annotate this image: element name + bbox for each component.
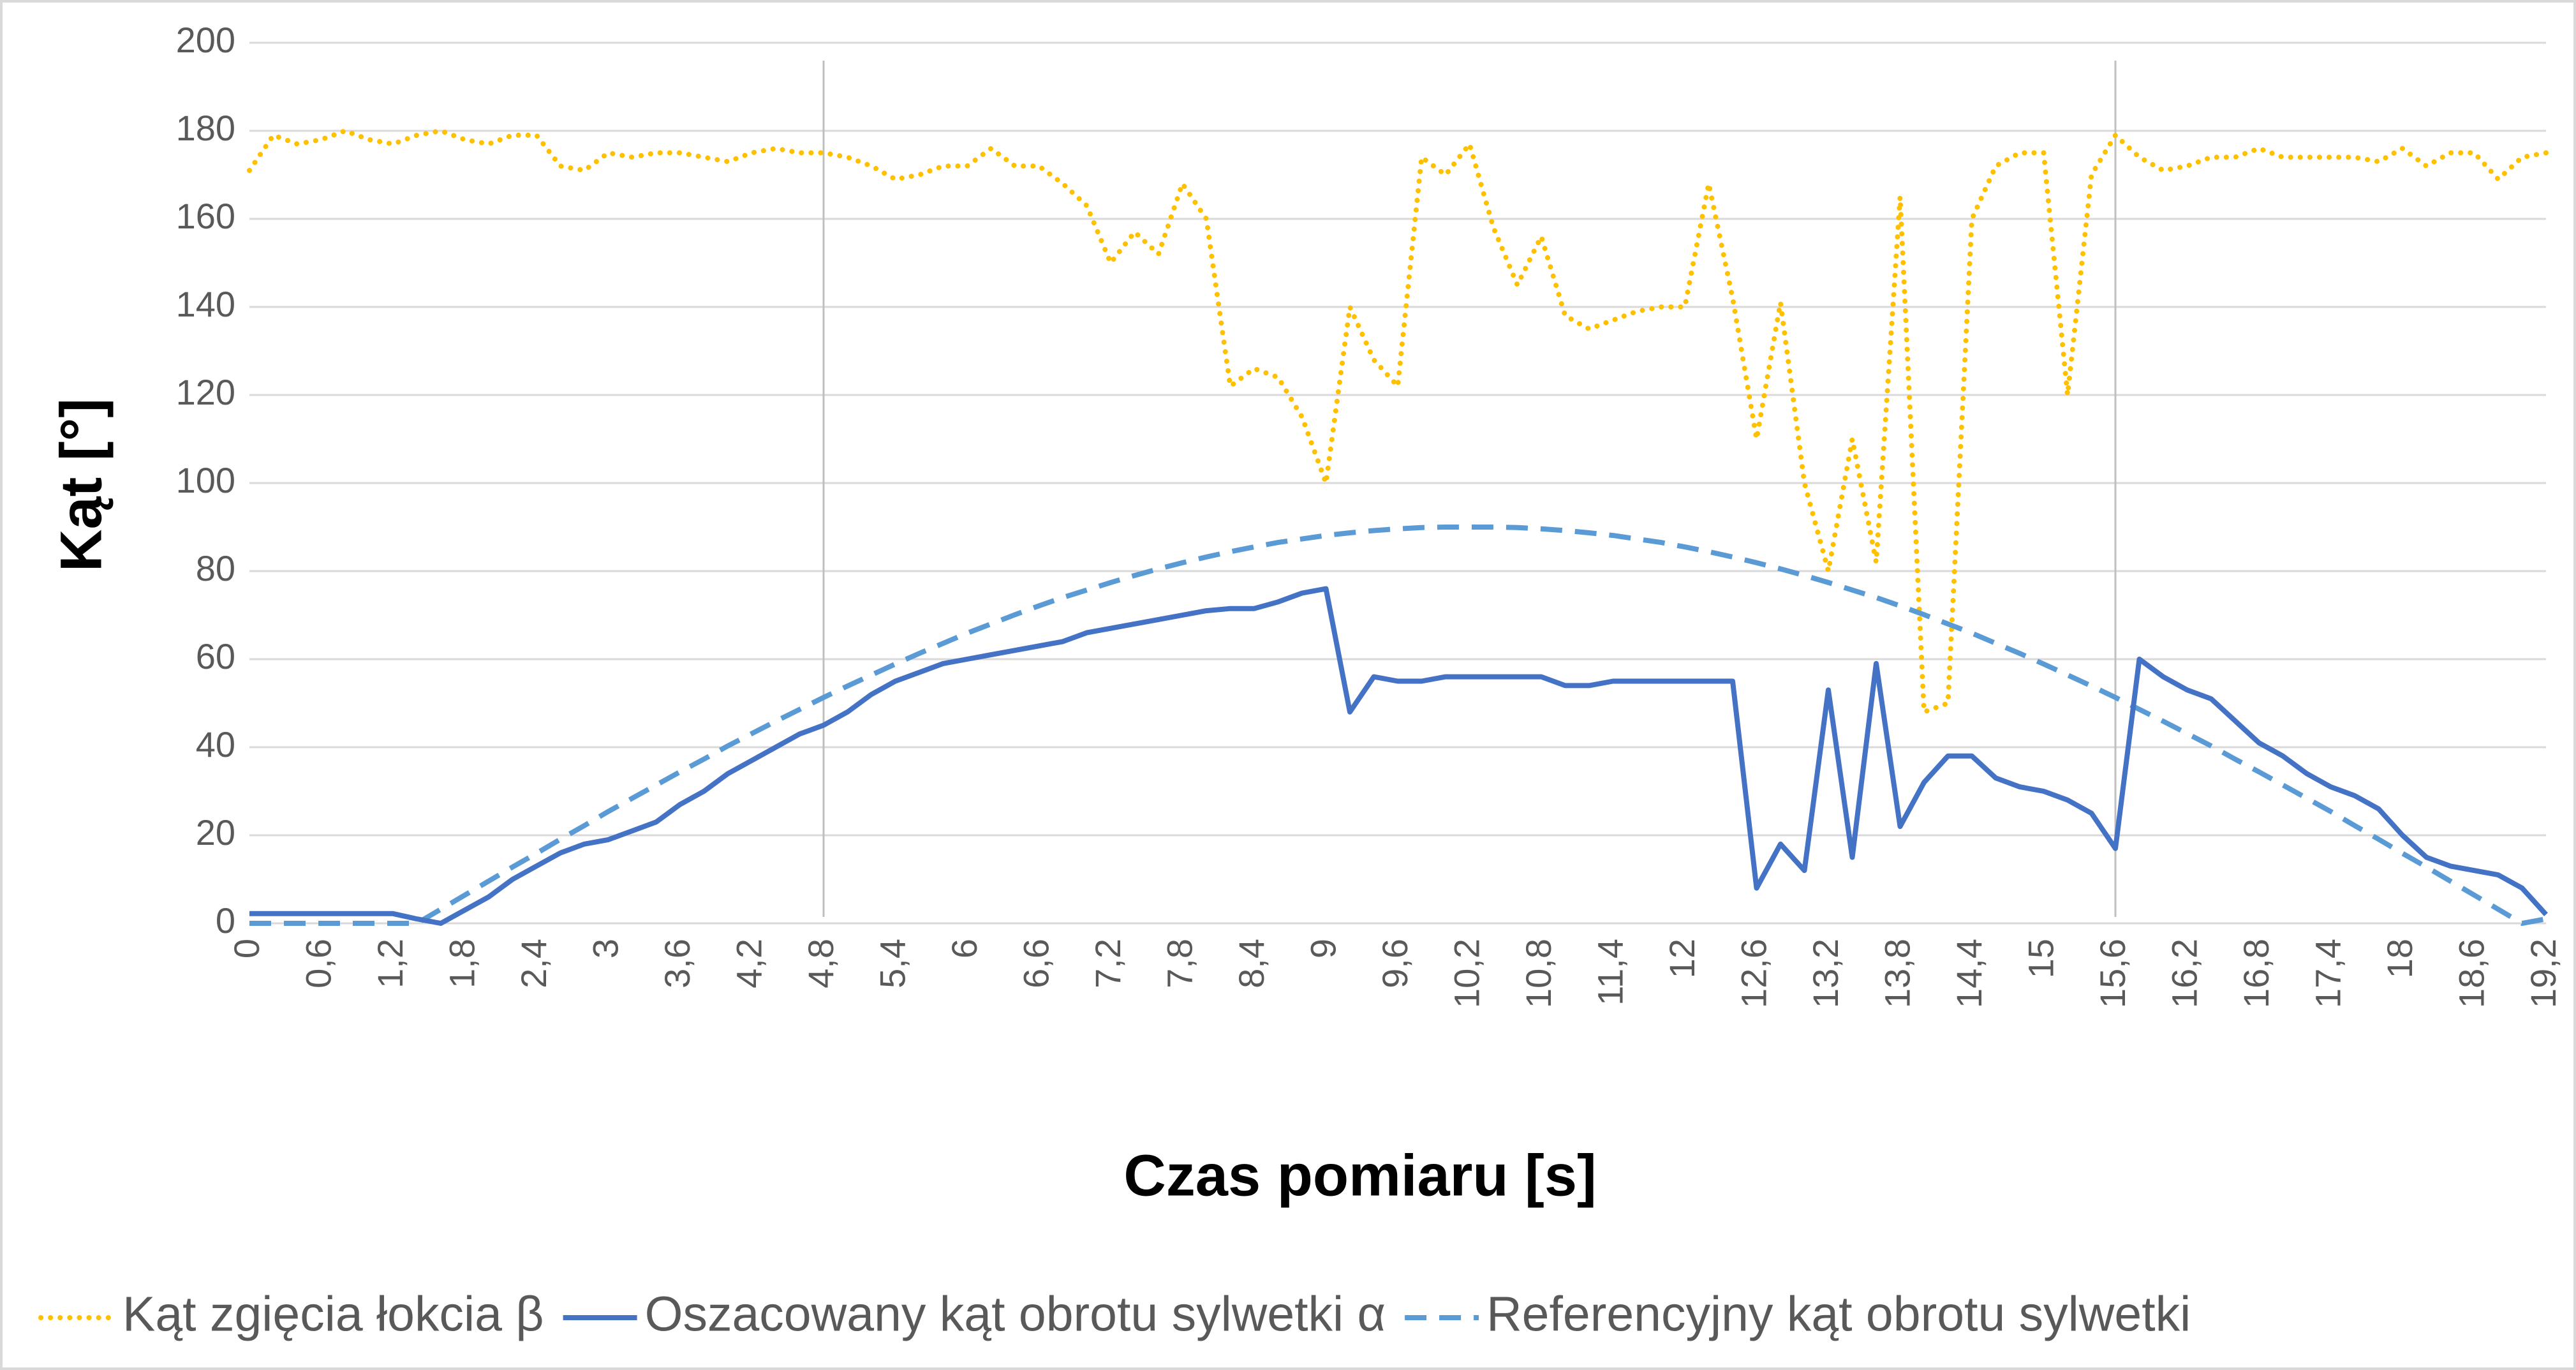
- y-tick-label: 100: [176, 460, 235, 500]
- x-tick-label: 3: [585, 939, 625, 958]
- x-tick-label: 10,2: [1446, 939, 1486, 1008]
- x-tick-label: 16,8: [2236, 939, 2276, 1008]
- x-tick-label: 15: [2020, 939, 2061, 978]
- y-tick-label: 180: [176, 108, 235, 148]
- x-tick-label: 0: [226, 939, 267, 958]
- y-tick-label: 200: [176, 20, 235, 60]
- x-tick-label: 19,2: [2523, 939, 2563, 1008]
- x-tick-label: 5,4: [872, 939, 912, 988]
- x-tick-label: 8,4: [1231, 939, 1271, 988]
- x-tick-label: 4,2: [729, 939, 769, 988]
- x-tick-label: 12,6: [1733, 939, 1773, 1008]
- y-axis-title: Kąt [°]: [48, 398, 114, 572]
- x-tick-label: 18,6: [2451, 939, 2491, 1008]
- x-tick-label: 9: [1303, 939, 1343, 958]
- series-line: [247, 128, 2549, 716]
- x-tick-label: 15,6: [2092, 939, 2133, 1008]
- y-tick-label: 20: [196, 812, 235, 853]
- legend-label: Kąt zgięcia łokcia β: [122, 1286, 544, 1341]
- x-tick-label: 6: [944, 939, 984, 958]
- x-tick-label: 18: [2380, 939, 2420, 978]
- x-tick-label: 11,4: [1590, 939, 1630, 1006]
- y-tick-label: 40: [196, 724, 235, 764]
- x-tick-label: 4,8: [801, 939, 841, 988]
- y-tick-label: 120: [176, 372, 235, 412]
- y-tick-label: 0: [216, 900, 235, 941]
- y-tick-label: 80: [196, 548, 235, 588]
- x-tick-label: 1,2: [370, 939, 410, 988]
- x-tick-label: 7,8: [1159, 939, 1199, 988]
- x-tick-label: 9,6: [1375, 939, 1415, 988]
- x-tick-label: 7,2: [1088, 939, 1128, 988]
- x-tick-label: 0,6: [298, 939, 338, 988]
- x-tick-label: 12: [1662, 939, 1702, 978]
- legend-label: Oszacowany kąt obrotu sylwetki α: [645, 1286, 1386, 1341]
- y-tick-label: 140: [176, 284, 235, 324]
- y-tick-label: 160: [176, 196, 235, 236]
- x-tick-label: 1,8: [441, 939, 482, 988]
- series-line: [249, 586, 2548, 926]
- x-tick-label: 17,4: [2307, 939, 2348, 1008]
- series-line: [249, 525, 2547, 927]
- x-tick-label: 14,4: [1949, 939, 1989, 1008]
- x-tick-label: 13,8: [1877, 939, 1917, 1008]
- x-axis-title: Czas pomiaru [s]: [1123, 1143, 1596, 1208]
- x-tick-label: 13,2: [1805, 939, 1846, 1008]
- x-tick-label: 2,4: [514, 939, 554, 988]
- x-tick-label: 6,6: [1016, 939, 1056, 988]
- x-tick-label: 10,8: [1518, 939, 1558, 1008]
- legend-label: Referencyjny kąt obrotu sylwetki: [1486, 1286, 2191, 1341]
- x-tick-label: 16,2: [2164, 939, 2204, 1008]
- y-tick-label: 60: [196, 636, 235, 676]
- x-tick-label: 3,6: [657, 939, 697, 988]
